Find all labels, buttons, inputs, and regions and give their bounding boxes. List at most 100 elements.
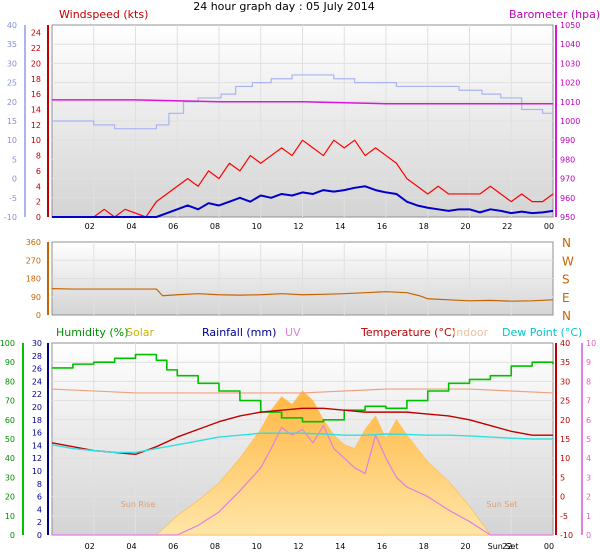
sunrise-label: Sun Rise bbox=[121, 500, 156, 509]
direction-tick-1: 90 bbox=[31, 293, 41, 302]
barometer-tick-9: 1040 bbox=[560, 40, 580, 49]
windspeed-tick-9: 18 bbox=[31, 75, 41, 84]
barometer-ticks: 950 960 970 980 990 1000 1010 1020 1030 1040 1050 bbox=[560, 21, 580, 222]
wind-baro-x-ticks: 02 04 06 08 10 12 14 16 18 20 22 00 bbox=[85, 222, 554, 231]
uv-tick-2: 2 bbox=[586, 493, 591, 502]
wind-baro-panel: Windspeed (kts) Barometer (hpa) -10 -5 0 5 1… bbox=[4, 8, 600, 231]
uv-tick-0: 0 bbox=[586, 531, 591, 540]
humidity-axis-label: Humidity (%) bbox=[56, 326, 128, 339]
x-tick-5: 12 bbox=[293, 542, 303, 551]
windspeed-tick-7: 14 bbox=[31, 105, 41, 114]
dewpoint-axis-label: Dew Point (°C) bbox=[502, 326, 582, 339]
temperature-tick-1: -5 bbox=[560, 512, 568, 521]
wind-outer-tick-1: -5 bbox=[9, 194, 17, 203]
rainfall-tick-11: 22 bbox=[32, 390, 42, 399]
compass-tick-3: E bbox=[562, 291, 570, 305]
rainfall-tick-5: 10 bbox=[32, 467, 42, 476]
windspeed-tick-3: 6 bbox=[36, 167, 41, 176]
uv-tick-8: 8 bbox=[586, 377, 591, 386]
temperature-tick-7: 25 bbox=[560, 397, 570, 406]
humidity-series bbox=[52, 353, 554, 423]
wind-outer-tick-8: 30 bbox=[7, 59, 17, 68]
wind-outer-tick-0: -10 bbox=[4, 213, 17, 222]
humidity-tick-9: 90 bbox=[5, 358, 15, 367]
wind-gust-series bbox=[52, 139, 554, 218]
temperature-tick-6: 20 bbox=[560, 416, 570, 425]
windspeed-tick-2: 4 bbox=[36, 182, 41, 191]
temperature-tick-5: 15 bbox=[560, 435, 570, 444]
x-tick-7: 16 bbox=[377, 542, 387, 551]
humidity-tick-5: 50 bbox=[5, 435, 15, 444]
x-tick-1: 04 bbox=[126, 542, 136, 551]
wind-light-series bbox=[52, 74, 553, 130]
x-tick-8: 18 bbox=[419, 222, 429, 231]
uv-tick-9: 9 bbox=[586, 358, 591, 367]
barometer-axis-label: Barometer (hpa) bbox=[509, 8, 600, 21]
solar-label: Solar bbox=[126, 326, 155, 339]
rainfall-tick-10: 20 bbox=[32, 403, 42, 412]
rainfall-tick-9: 18 bbox=[32, 416, 42, 425]
dewpoint-series bbox=[51, 432, 553, 454]
humidity-tick-3: 30 bbox=[5, 473, 15, 482]
barometer-tick-0: 950 bbox=[560, 213, 575, 222]
indoor-series bbox=[51, 388, 554, 394]
compass-tick-0: N bbox=[562, 236, 571, 250]
temperature-tick-8: 30 bbox=[560, 377, 570, 386]
x-tick-2: 06 bbox=[168, 222, 178, 231]
x-tick-10: Sun Set bbox=[488, 542, 519, 551]
temperature-tick-9: 35 bbox=[560, 358, 570, 367]
wind-direction-series bbox=[51, 288, 554, 302]
wind-outer-tick-2: 0 bbox=[12, 175, 17, 184]
x-tick-11: 00 bbox=[544, 222, 554, 231]
uv-tick-3: 3 bbox=[586, 473, 591, 482]
rainfall-tick-15: 30 bbox=[32, 339, 42, 348]
indoor-label: Indoor bbox=[453, 326, 489, 339]
rainfall-tick-7: 14 bbox=[32, 441, 42, 450]
x-tick-11: 22 bbox=[502, 542, 512, 551]
temp-humidity-panel: Humidity (%) Solar Rainfall (mm) UV Temp… bbox=[0, 326, 596, 551]
x-tick-12: 00 bbox=[544, 542, 554, 551]
humidity-tick-10: 100 bbox=[0, 339, 15, 348]
temperature-tick-2: 0 bbox=[560, 493, 565, 502]
x-tick-8: 18 bbox=[419, 542, 429, 551]
x-tick-3: 08 bbox=[210, 542, 220, 551]
rainfall-tick-3: 6 bbox=[37, 493, 42, 502]
humidity-tick-1: 10 bbox=[5, 512, 15, 521]
barometer-tick-10: 1050 bbox=[560, 21, 580, 30]
temperature-axis-label: Temperature (°C) bbox=[360, 326, 456, 339]
uv-tick-1: 1 bbox=[586, 512, 591, 521]
x-tick-0: 02 bbox=[85, 222, 95, 231]
x-tick-9: 20 bbox=[460, 542, 470, 551]
wind-outer-ticks: -10 -5 0 5 10 15 20 25 30 35 40 bbox=[4, 21, 17, 222]
uv-axis-label: UV bbox=[285, 326, 301, 339]
wind-outer-tick-5: 15 bbox=[7, 117, 17, 126]
direction-ticks: 0 90 180 270 360 bbox=[26, 238, 41, 320]
rainfall-tick-1: 2 bbox=[37, 518, 42, 527]
windspeed-tick-4: 8 bbox=[36, 152, 41, 161]
uv-tick-10: 10 bbox=[586, 339, 596, 348]
direction-tick-0: 0 bbox=[36, 311, 41, 320]
uv-tick-7: 7 bbox=[586, 397, 591, 406]
temperature-ticks: -10 -5 0 5 10 15 20 25 30 35 40 bbox=[560, 339, 573, 540]
barometer-tick-5: 1000 bbox=[560, 117, 580, 126]
rainfall-tick-4: 8 bbox=[37, 480, 42, 489]
windspeed-tick-1: 2 bbox=[36, 198, 41, 207]
windspeed-tick-0: 0 bbox=[36, 213, 41, 222]
uv-tick-6: 6 bbox=[586, 416, 591, 425]
temperature-series bbox=[51, 407, 553, 456]
barometer-tick-8: 1030 bbox=[560, 59, 580, 68]
humidity-tick-8: 80 bbox=[5, 377, 15, 386]
wind-average-series bbox=[52, 185, 554, 218]
compass-tick-2: S bbox=[562, 273, 570, 287]
temperature-tick-0: -10 bbox=[560, 531, 573, 540]
uv-ticks: 0 1 2 3 4 5 6 7 8 9 10 bbox=[586, 339, 596, 540]
temperature-tick-4: 10 bbox=[560, 454, 570, 463]
humidity-tick-0: 0 bbox=[10, 531, 15, 540]
chart-title: 24 hour graph day : 05 July 2014 bbox=[193, 0, 375, 13]
barometer-tick-4: 990 bbox=[560, 136, 575, 145]
x-tick-4: 10 bbox=[252, 222, 262, 231]
barometer-tick-1: 960 bbox=[560, 194, 575, 203]
